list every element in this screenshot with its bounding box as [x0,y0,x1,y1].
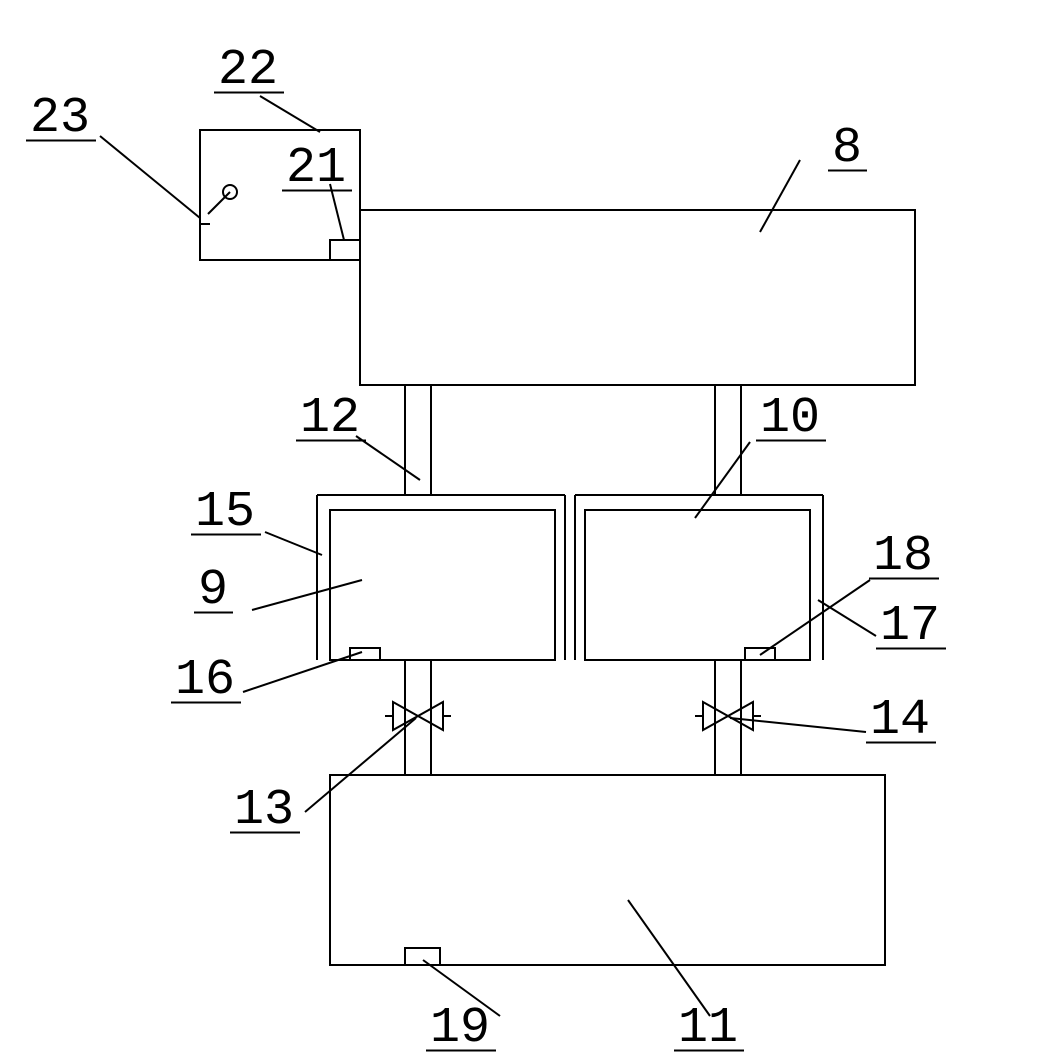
label-21: 21 [286,140,346,197]
label-12: 12 [300,390,360,447]
label-10: 10 [760,390,820,447]
label-18: 18 [873,528,933,585]
label-8: 8 [832,120,862,177]
label-16: 16 [175,652,235,709]
leader-lines-layer [26,93,946,1051]
label-22: 22 [218,42,278,99]
label-9: 9 [198,562,228,619]
label-23: 23 [30,90,90,147]
label-14: 14 [870,692,930,749]
label-17: 17 [880,598,940,655]
labels-layer: 22 23 21 8 12 10 15 9 18 17 16 13 14 11 … [30,42,940,1057]
schematic-diagram: 22 23 21 8 12 10 15 9 18 17 16 13 14 11 … [0,0,1061,1061]
label-13: 13 [234,782,294,839]
shapes-layer [200,130,915,965]
label-15: 15 [195,484,255,541]
label-11: 11 [678,1000,738,1057]
label-19: 19 [430,1000,490,1057]
